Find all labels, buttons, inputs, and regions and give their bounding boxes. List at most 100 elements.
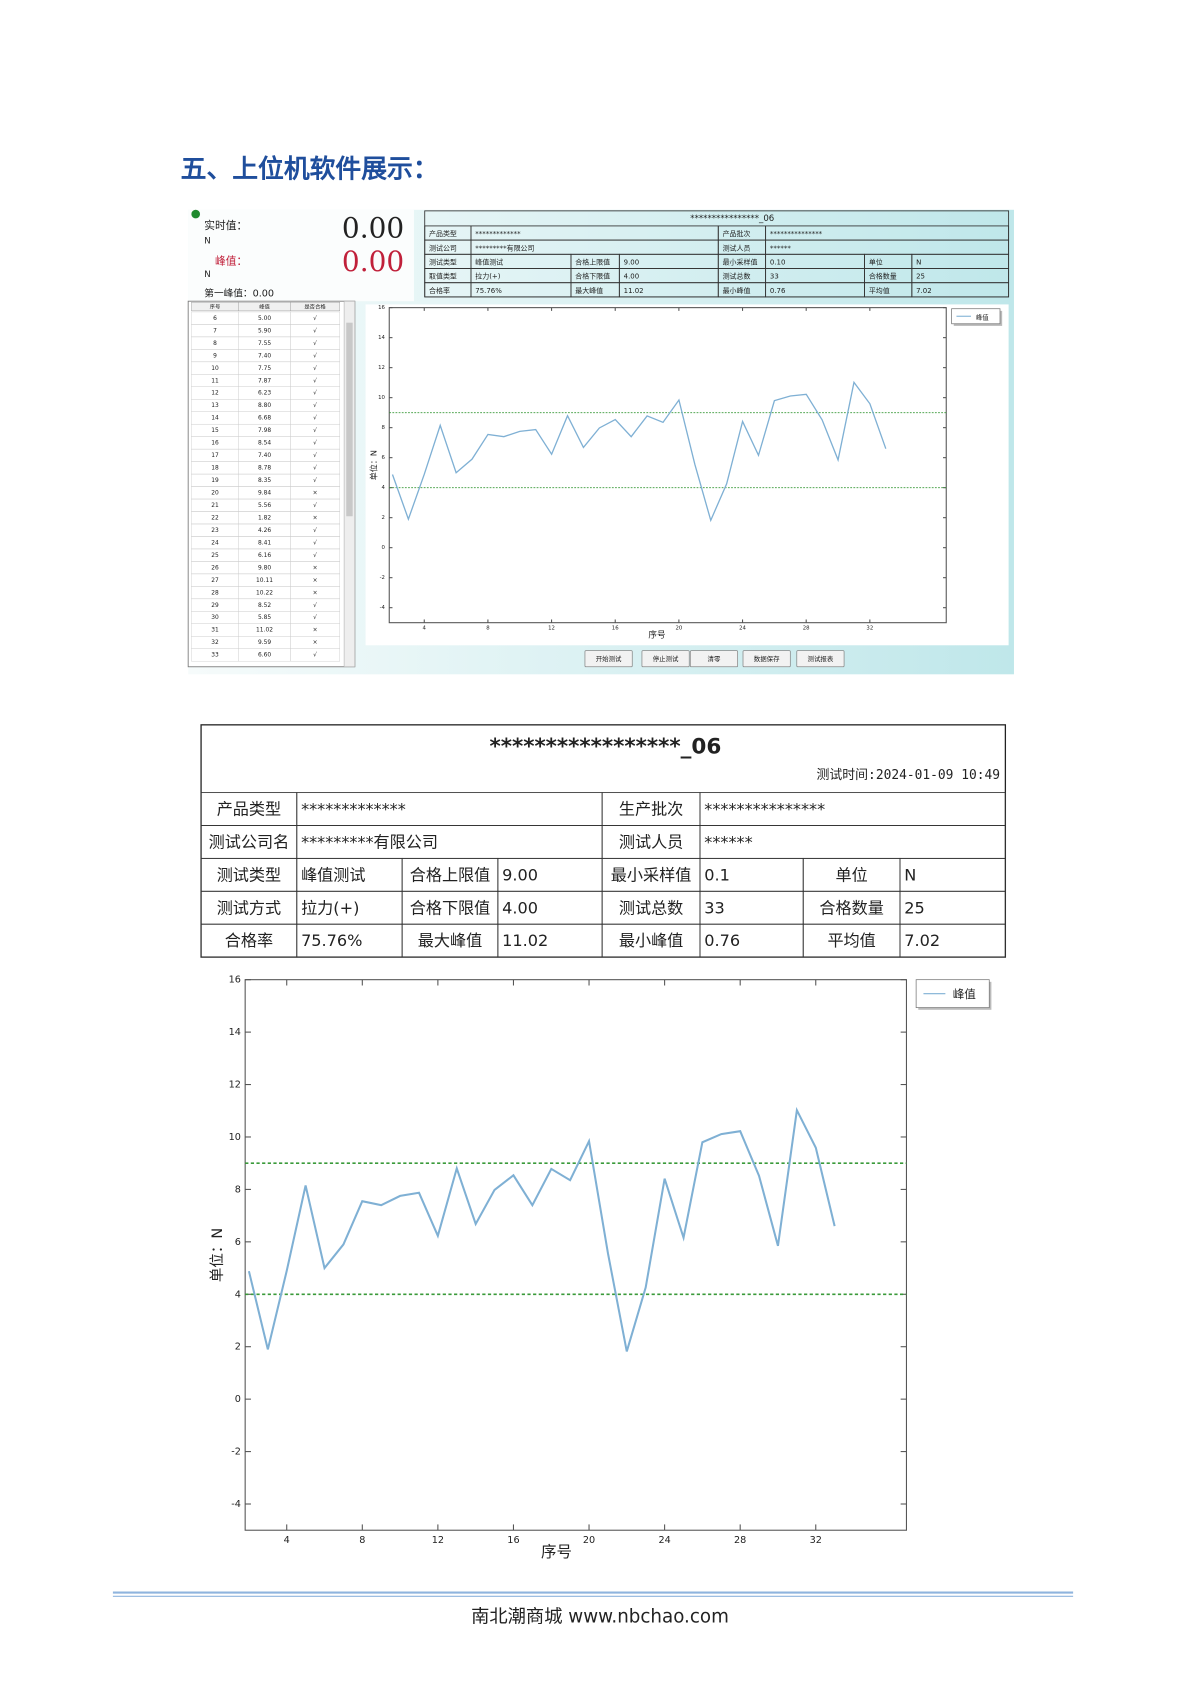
y-tick-label: 8 [235, 1184, 241, 1195]
y-tick-label: -2 [380, 575, 385, 581]
field-value: 75.76% [475, 287, 502, 295]
y-tick-label: -4 [231, 1499, 241, 1510]
x-tick-label: 4 [284, 1535, 290, 1546]
x-tick-label: 20 [583, 1535, 595, 1546]
button[interactable] [584, 650, 633, 668]
list-text: 26 [211, 565, 219, 571]
list-text: 13 [211, 403, 219, 409]
peak-label: 峰值： [215, 254, 247, 267]
button-label[interactable]: 开始测试 [596, 654, 622, 663]
y-tick-label: 10 [378, 395, 385, 401]
field-value: ************* [475, 230, 521, 238]
list-text: 8.78 [258, 466, 271, 472]
footer-text: 南北潮商城 www.nbchao.com [471, 1606, 729, 1627]
list-text: 7.55 [258, 341, 271, 347]
field-value: *********有限公司 [301, 833, 438, 852]
button[interactable] [689, 650, 739, 668]
list-header: 是否合格 [304, 303, 326, 311]
field-value: 33 [770, 273, 779, 281]
button[interactable] [641, 650, 690, 668]
field-value: 9.00 [624, 258, 640, 266]
first-peak: 第一峰值：0.00 [204, 288, 274, 300]
list-text: √ [313, 614, 317, 621]
list-header-cell [290, 302, 340, 312]
series-line [247, 1106, 836, 1352]
software-title: ****************_06 [690, 214, 774, 224]
button-label[interactable]: 清零 [708, 654, 721, 663]
field-label: 测试公司 [429, 243, 457, 252]
y-tick-label: 0 [235, 1394, 241, 1405]
list-text: 4.26 [258, 528, 271, 534]
list-text: √ [313, 352, 317, 359]
y-tick-label: 4 [382, 485, 386, 491]
list-text: √ [313, 402, 317, 409]
list-text: 32 [211, 640, 219, 646]
list-text: 10.11 [256, 578, 273, 584]
list-text: 6.16 [258, 553, 271, 559]
button[interactable] [796, 650, 845, 668]
list-text: √ [313, 652, 317, 659]
field-label: 测试人员 [619, 833, 683, 852]
field-value: 峰值测试 [475, 257, 503, 266]
list-text: 8.41 [258, 540, 271, 546]
list-text: 5.85 [258, 615, 271, 621]
table-cell [899, 923, 1006, 958]
legend [951, 308, 1001, 325]
field-value: 11.02 [502, 931, 548, 950]
list-text: 19 [211, 478, 219, 484]
list-text: 1.82 [258, 515, 271, 521]
field-value: ****** [770, 244, 791, 252]
plot-frame [388, 307, 947, 624]
report-title: *****************_06 [489, 734, 721, 759]
list-text: 8 [213, 341, 217, 347]
field-value: N [904, 865, 916, 884]
list-text: 7.75 [258, 366, 271, 372]
list-header: 序号 [210, 303, 221, 311]
field-value: *********有限公司 [475, 243, 534, 252]
list-text: 7.98 [258, 428, 271, 434]
list-text: 28 [211, 590, 219, 596]
x-tick-label: 24 [739, 626, 746, 632]
field-label: 取值类型 [429, 272, 457, 281]
list-cell [290, 648, 340, 662]
field-label: 平均值 [827, 931, 875, 950]
list-text: 7.40 [258, 453, 271, 459]
table-cell [911, 282, 1010, 298]
list-text: 30 [211, 615, 219, 621]
list-text: 5.90 [258, 328, 271, 334]
x-tick-label: 32 [810, 1535, 822, 1546]
field-value: *************** [770, 230, 823, 238]
list-text: 6.23 [258, 391, 271, 397]
list-text: 29 [211, 603, 219, 609]
list-text: 8.80 [258, 403, 271, 409]
field-label: 最小采样值 [723, 257, 758, 266]
realtime-label: 实时值： [204, 219, 247, 232]
y-tick-label: 10 [229, 1132, 241, 1143]
list-text: 6 [213, 316, 217, 322]
list-text: √ [313, 340, 317, 347]
list-text: 24 [211, 540, 219, 546]
x-tick-label: 28 [734, 1535, 746, 1546]
x-tick-label: 32 [866, 626, 873, 632]
list-text: × [313, 628, 318, 634]
field-label: 最小采样值 [611, 865, 692, 884]
list-text: 14 [211, 416, 219, 422]
field-value: 25 [916, 273, 925, 281]
list-text: √ [313, 465, 317, 472]
list-text: √ [313, 502, 317, 509]
list-text: √ [313, 552, 317, 559]
list-text: 21 [211, 503, 219, 509]
list-text: 8.52 [258, 603, 271, 609]
status-light [191, 209, 200, 219]
button-label[interactable]: 停止测试 [653, 654, 679, 663]
button-label[interactable]: 测试报表 [808, 654, 834, 663]
list-text: 9.84 [258, 491, 271, 497]
list-text: 20 [211, 491, 219, 497]
button[interactable] [742, 650, 791, 668]
list-text: √ [313, 539, 317, 546]
scroll-thumb [346, 322, 353, 517]
y-axis-label: 单位：N [369, 450, 379, 480]
list-text: 33 [211, 653, 219, 659]
button-label[interactable]: 数据保存 [754, 654, 780, 663]
y-tick-label: 16 [378, 305, 385, 311]
